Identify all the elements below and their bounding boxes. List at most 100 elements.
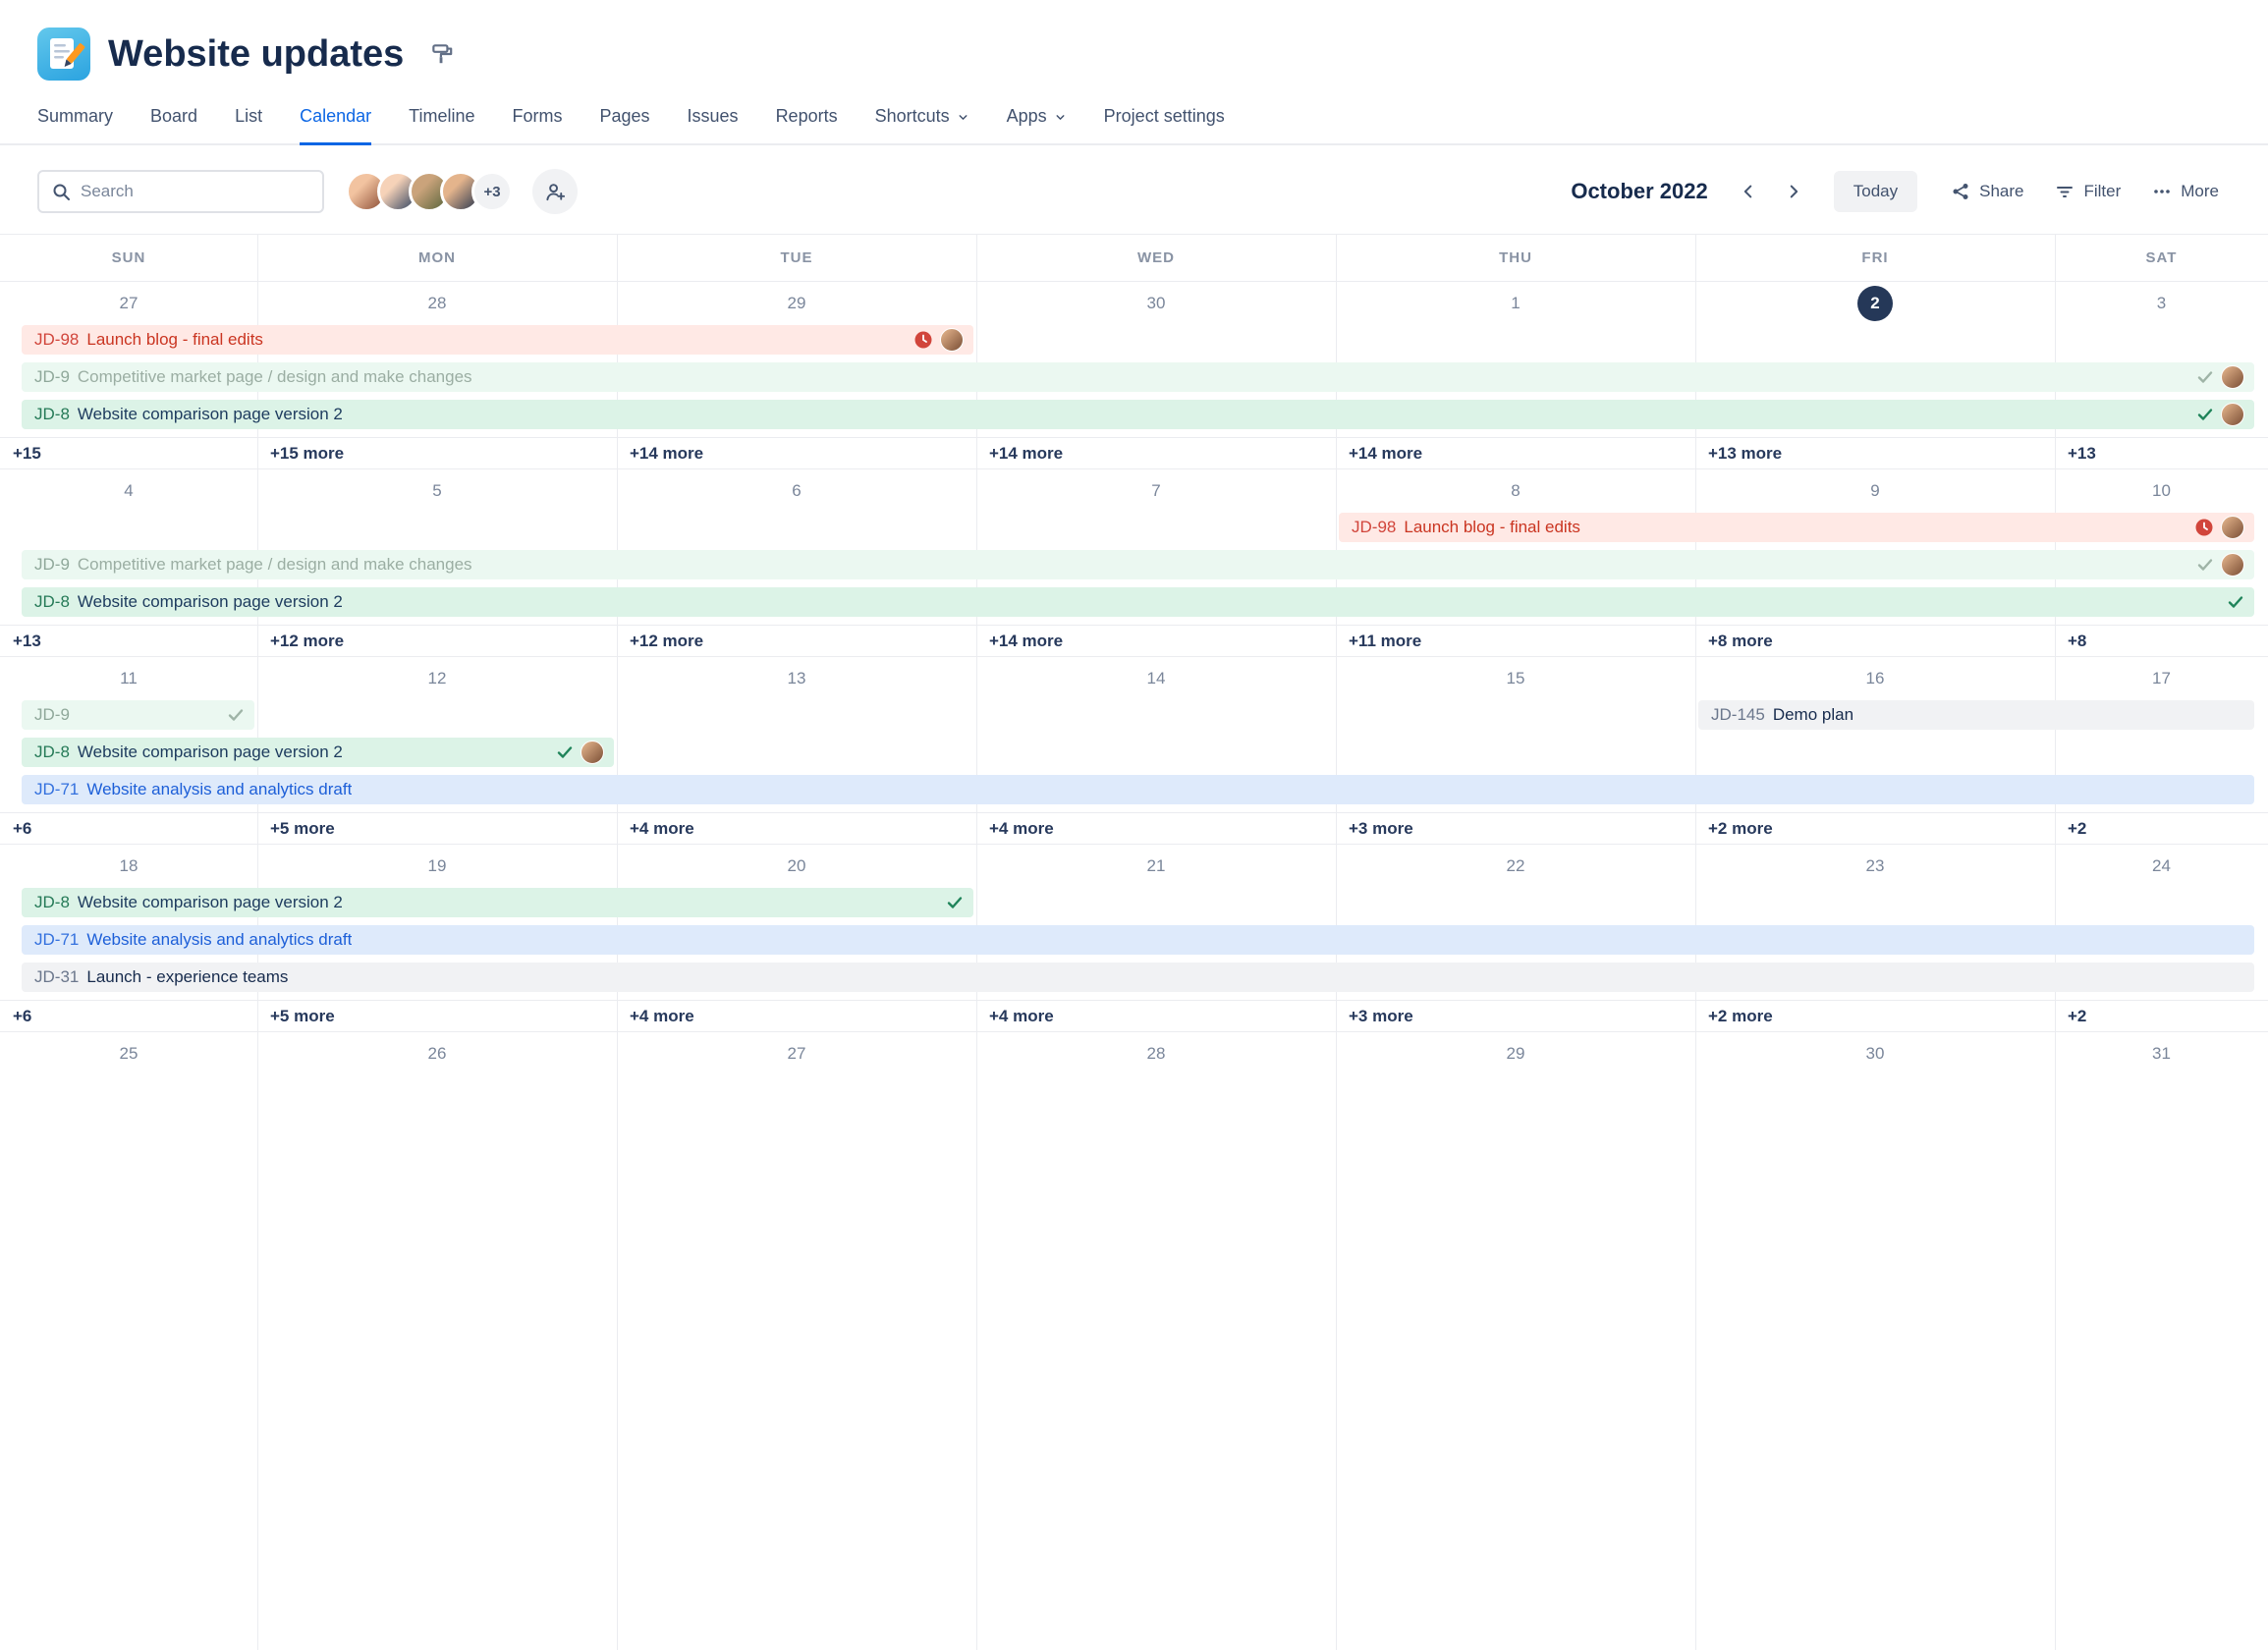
date-cell[interactable]: 28 xyxy=(257,282,617,325)
tab-pages[interactable]: Pages xyxy=(599,106,649,145)
more-events-link[interactable]: +4 more xyxy=(630,1006,694,1025)
calendar-event[interactable]: JD-8 Website comparison page version 2 xyxy=(22,587,2254,617)
tab-list[interactable]: List xyxy=(235,106,262,145)
tab-label: Forms xyxy=(512,106,563,126)
more-events-link[interactable]: +14 more xyxy=(630,443,704,463)
date-cell[interactable]: 2 xyxy=(1695,282,2055,325)
more-events-link[interactable]: +13 xyxy=(2068,443,2096,463)
date-cell[interactable]: 15 xyxy=(1336,657,1695,700)
tab-calendar[interactable]: Calendar xyxy=(300,106,372,145)
tab-board[interactable]: Board xyxy=(150,106,197,145)
date-cell[interactable]: 29 xyxy=(1336,1032,1695,1075)
more-events-link[interactable]: +12 more xyxy=(270,631,345,650)
more-events-link[interactable]: +4 more xyxy=(630,818,694,838)
add-people-button[interactable] xyxy=(532,169,578,214)
today-button[interactable]: Today xyxy=(1833,171,1918,212)
date-cell[interactable]: 8 xyxy=(1336,469,1695,513)
date-cell[interactable]: 26 xyxy=(257,1032,617,1075)
tab-timeline[interactable]: Timeline xyxy=(409,106,474,145)
tab-issues[interactable]: Issues xyxy=(688,106,739,145)
more-events-link[interactable]: +8 xyxy=(2068,631,2087,650)
date-cell[interactable]: 4 xyxy=(0,469,257,513)
more-events-link[interactable]: +5 more xyxy=(270,818,335,838)
more-events-link[interactable]: +5 more xyxy=(270,1006,335,1025)
date-cell[interactable]: 27 xyxy=(617,1032,976,1075)
date-cell[interactable]: 24 xyxy=(2055,845,2268,888)
more-events-link[interactable]: +4 more xyxy=(989,1006,1054,1025)
share-button[interactable]: Share xyxy=(1939,172,2035,211)
date-cell[interactable]: 23 xyxy=(1695,845,2055,888)
more-events-link[interactable]: +8 more xyxy=(1708,631,1773,650)
avatar-overflow-count[interactable]: +3 xyxy=(471,171,513,212)
more-events-link[interactable]: +4 more xyxy=(989,818,1054,838)
date-cell[interactable]: 22 xyxy=(1336,845,1695,888)
date-cell[interactable]: 21 xyxy=(976,845,1336,888)
more-events-link[interactable]: +14 more xyxy=(989,631,1064,650)
date-cell[interactable]: 30 xyxy=(976,282,1336,325)
more-events-link[interactable]: +12 more xyxy=(630,631,704,650)
more-events-link[interactable]: +2 xyxy=(2068,1006,2087,1025)
search-input[interactable] xyxy=(81,182,310,201)
date-cell[interactable]: 16 xyxy=(1695,657,2055,700)
calendar-event[interactable]: JD-8 Website comparison page version 2 xyxy=(22,400,2254,429)
calendar-event[interactable]: JD-98 Launch blog - final edits xyxy=(1339,513,2254,542)
date-cell[interactable]: 31 xyxy=(2055,1032,2268,1075)
date-cell[interactable]: 27 xyxy=(0,282,257,325)
more-events-link[interactable]: +14 more xyxy=(1349,443,1423,463)
more-events-link[interactable]: +15 xyxy=(13,443,41,463)
calendar-event[interactable]: JD-9 Competitive market page / design and… xyxy=(22,362,2254,392)
date-cell[interactable]: 1 xyxy=(1336,282,1695,325)
date-cell[interactable]: 13 xyxy=(617,657,976,700)
search-box[interactable] xyxy=(37,170,324,213)
more-events-link[interactable]: +14 more xyxy=(989,443,1064,463)
tab-shortcuts[interactable]: Shortcuts xyxy=(875,106,969,145)
more-events-link[interactable]: +2 more xyxy=(1708,818,1773,838)
more-events-link[interactable]: +2 xyxy=(2068,818,2087,838)
date-cell[interactable]: 11 xyxy=(0,657,257,700)
date-cell[interactable]: 17 xyxy=(2055,657,2268,700)
calendar-event[interactable]: JD-71 Website analysis and analytics draf… xyxy=(22,925,2254,955)
tab-summary[interactable]: Summary xyxy=(37,106,113,145)
calendar-event[interactable]: JD-8 Website comparison page version 2 xyxy=(22,738,614,767)
date-cell[interactable]: 25 xyxy=(0,1032,257,1075)
more-events-link[interactable]: +6 xyxy=(13,818,32,838)
date-cell[interactable]: 29 xyxy=(617,282,976,325)
date-cell[interactable]: 28 xyxy=(976,1032,1336,1075)
more-events-link[interactable]: +11 more xyxy=(1349,631,1422,650)
calendar-event[interactable]: JD-9 Competitive market page / design and… xyxy=(22,550,2254,579)
more-events-link[interactable]: +15 more xyxy=(270,443,345,463)
calendar-event[interactable]: JD-8 Website comparison page version 2 xyxy=(22,888,973,917)
tab-apps[interactable]: Apps xyxy=(1007,106,1067,145)
more-events-link[interactable]: +6 xyxy=(13,1006,32,1025)
calendar-event[interactable]: JD-145 Demo plan xyxy=(1698,700,2254,730)
tab-forms[interactable]: Forms xyxy=(512,106,562,145)
more-button[interactable]: More xyxy=(2140,172,2231,211)
date-cell[interactable]: 19 xyxy=(257,845,617,888)
more-events-link[interactable]: +3 more xyxy=(1349,818,1413,838)
paint-roller-icon[interactable] xyxy=(429,41,455,67)
date-cell[interactable]: 20 xyxy=(617,845,976,888)
date-cell[interactable]: 3 xyxy=(2055,282,2268,325)
prev-month-button[interactable] xyxy=(1730,173,1767,210)
tab-reports[interactable]: Reports xyxy=(776,106,838,145)
date-cell[interactable]: 7 xyxy=(976,469,1336,513)
date-cell[interactable]: 10 xyxy=(2055,469,2268,513)
calendar-event[interactable]: JD-71 Website analysis and analytics draf… xyxy=(22,775,2254,804)
date-cell[interactable]: 5 xyxy=(257,469,617,513)
calendar-event[interactable]: JD-31 Launch - experience teams xyxy=(22,962,2254,992)
date-cell[interactable]: 14 xyxy=(976,657,1336,700)
date-cell[interactable]: 18 xyxy=(0,845,257,888)
date-cell[interactable]: 9 xyxy=(1695,469,2055,513)
calendar-event[interactable]: JD-98 Launch blog - final edits xyxy=(22,325,973,355)
more-events-link[interactable]: +2 more xyxy=(1708,1006,1773,1025)
date-cell[interactable]: 6 xyxy=(617,469,976,513)
more-events-link[interactable]: +3 more xyxy=(1349,1006,1413,1025)
date-cell[interactable]: 30 xyxy=(1695,1032,2055,1075)
calendar-event[interactable]: JD-9 xyxy=(22,700,254,730)
filter-button[interactable]: Filter xyxy=(2043,172,2132,211)
more-events-link[interactable]: +13 xyxy=(13,631,41,650)
next-month-button[interactable] xyxy=(1775,173,1812,210)
tab-project-settings[interactable]: Project settings xyxy=(1104,106,1225,145)
date-cell[interactable]: 12 xyxy=(257,657,617,700)
more-events-link[interactable]: +13 more xyxy=(1708,443,1783,463)
